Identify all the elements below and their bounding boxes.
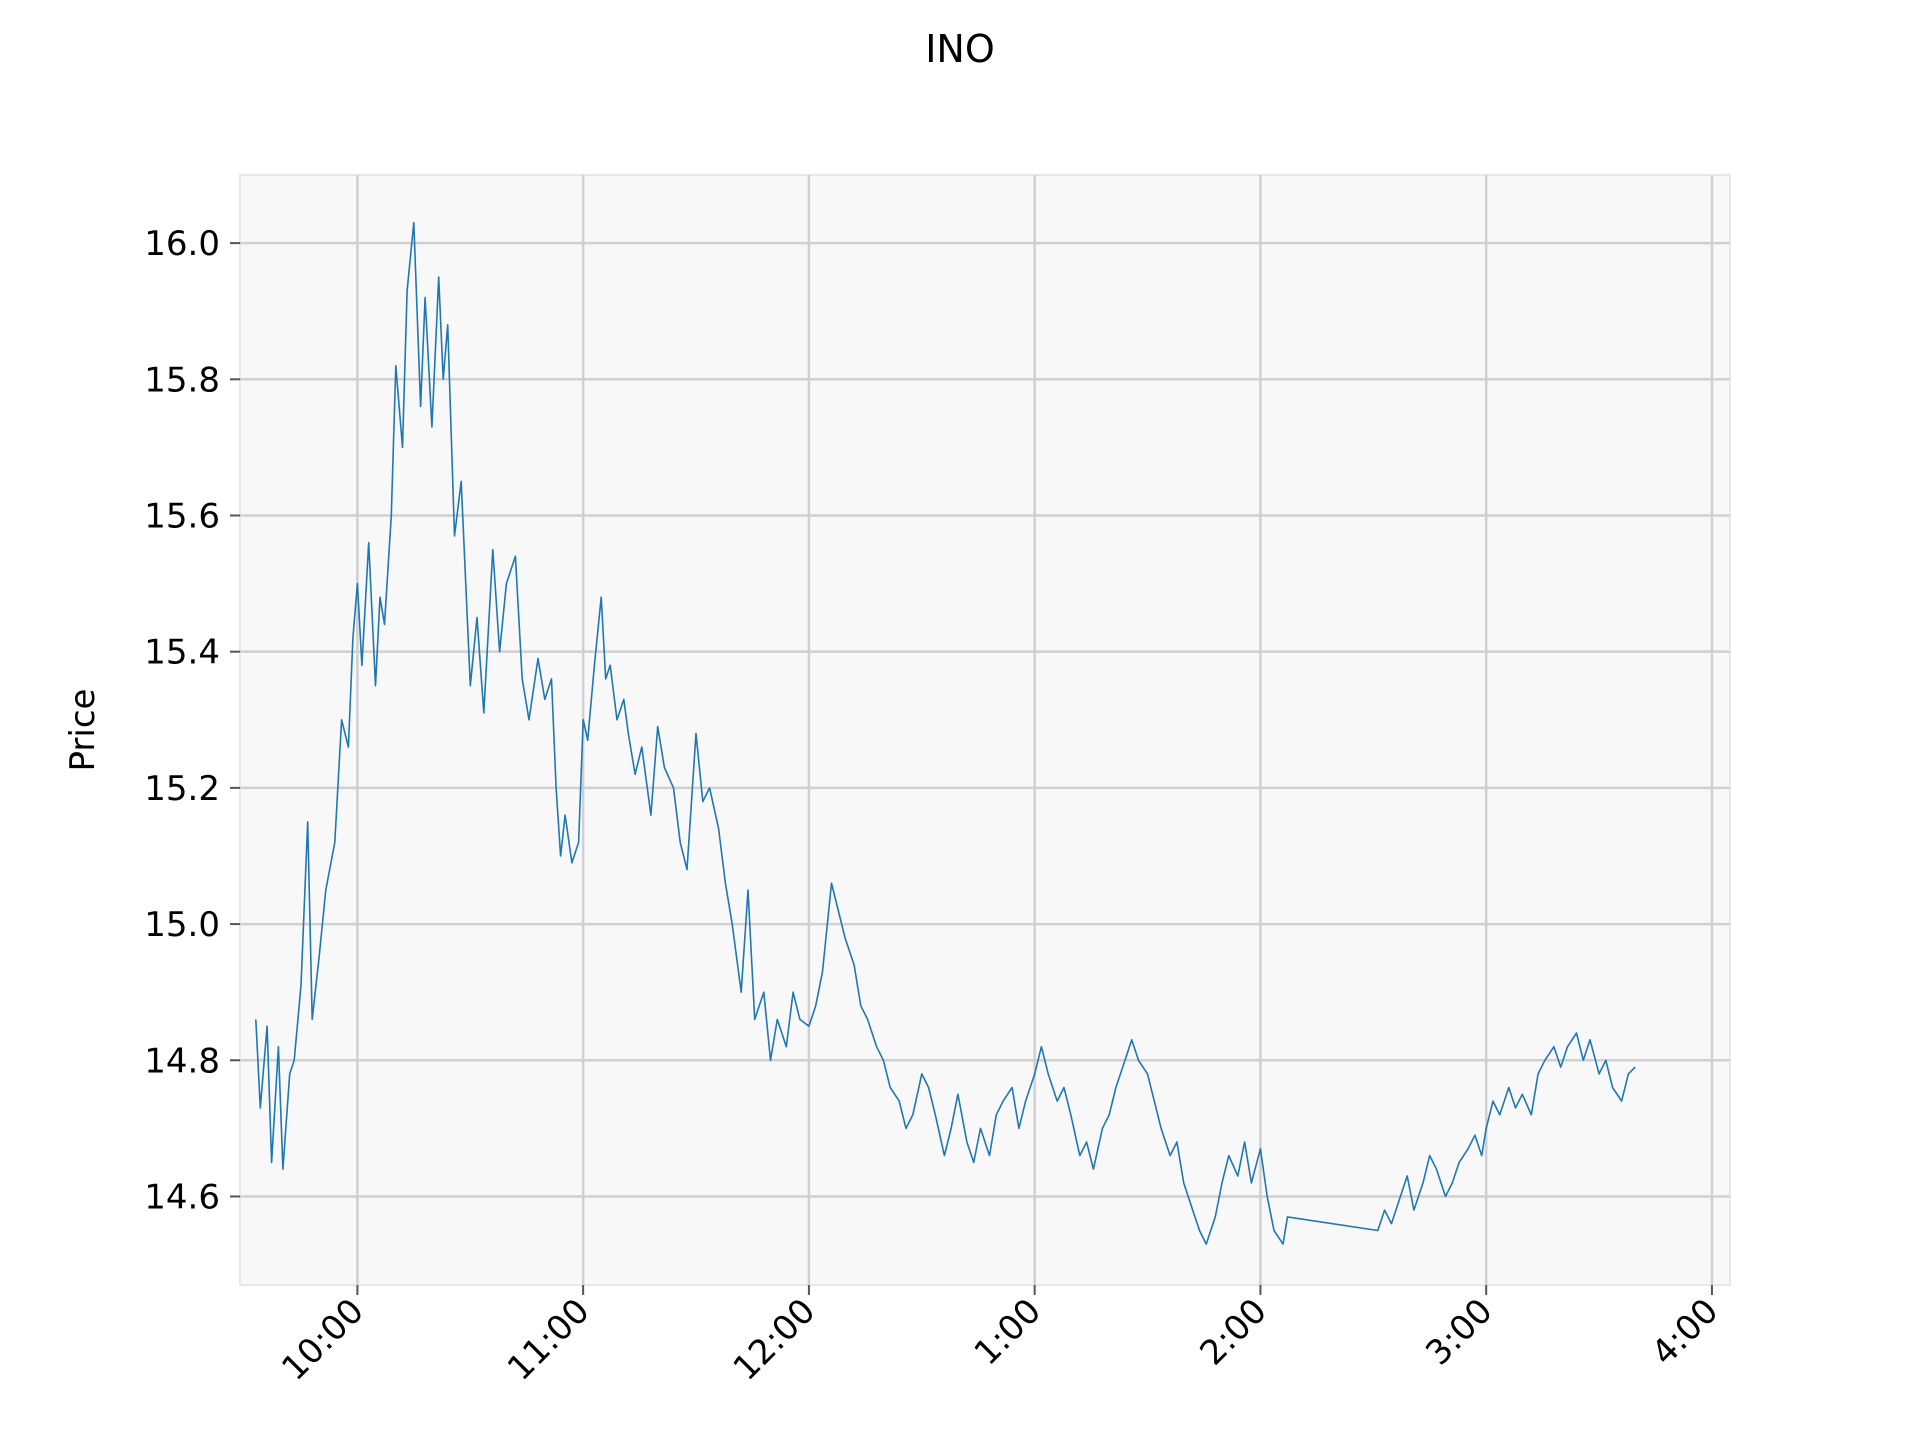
- x-tick-label: 10:00: [274, 1291, 372, 1389]
- y-tick-label: 15.0: [144, 905, 220, 945]
- x-tick-label: 1:00: [967, 1291, 1049, 1373]
- x-tick-label: 2:00: [1193, 1291, 1275, 1373]
- x-tick-label: 3:00: [1418, 1291, 1500, 1373]
- y-tick-label: 15.4: [144, 633, 220, 673]
- y-tick-label: 15.2: [144, 769, 220, 809]
- y-tick-label: 15.6: [144, 496, 220, 536]
- x-tick-label: 4:00: [1644, 1291, 1726, 1373]
- x-tick-label: 11:00: [500, 1291, 598, 1389]
- y-tick-label: 14.6: [144, 1177, 220, 1217]
- y-tick-label: 16.0: [144, 224, 220, 264]
- chart-title: INO: [925, 27, 995, 71]
- x-tick-label: 12:00: [726, 1291, 824, 1389]
- y-axis-label: Price: [63, 689, 103, 772]
- y-tick-label: 15.8: [144, 360, 220, 400]
- plot-area: [240, 175, 1730, 1285]
- y-tick-label: 14.8: [144, 1041, 220, 1081]
